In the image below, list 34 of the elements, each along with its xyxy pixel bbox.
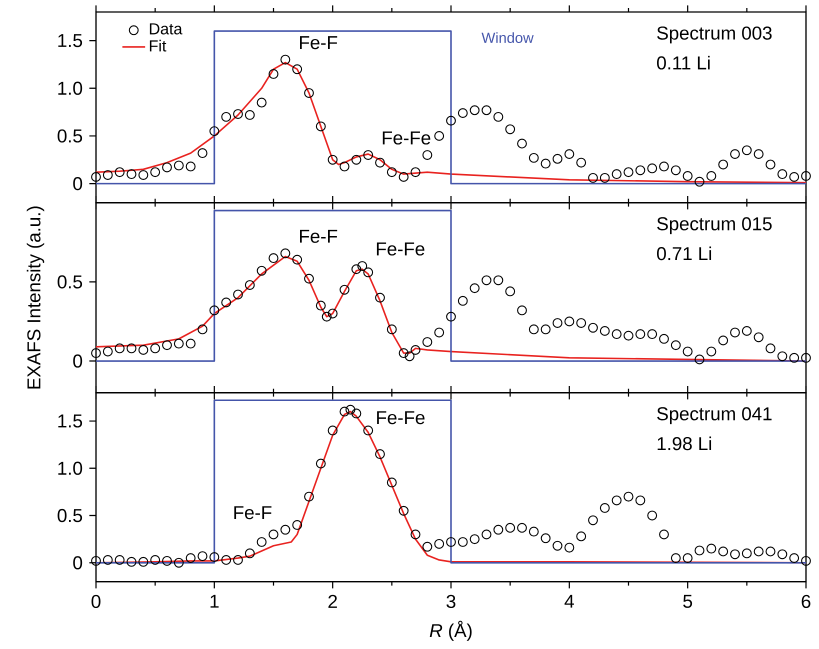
annotation: Spectrum 041 bbox=[657, 407, 772, 424]
x-tick-label: 2 bbox=[328, 594, 337, 608]
y-tick-label: 0 bbox=[73, 556, 82, 570]
x-tick-label: 3 bbox=[446, 594, 456, 608]
annotation: 1.98 Li bbox=[658, 436, 712, 450]
annotation: Spectrum 015 bbox=[657, 217, 772, 234]
y-tick-label: 0.5 bbox=[58, 508, 82, 522]
y-tick-label: 1.0 bbox=[58, 82, 82, 95]
y-tick-label: 1.5 bbox=[58, 414, 82, 428]
annotation: Fe-Fe bbox=[377, 411, 425, 424]
y-tick-label: 1.0 bbox=[58, 462, 82, 475]
y-tick-label: 1.5 bbox=[58, 34, 82, 48]
x-tick-label: 1 bbox=[210, 594, 219, 608]
annotation: Spectrum 003 bbox=[657, 26, 772, 44]
annotation: Fe-F bbox=[300, 36, 338, 50]
y-axis-title: EXAFS Intensity (a.u.) bbox=[26, 206, 44, 388]
legend-label: Fit bbox=[150, 40, 166, 52]
x-tick-label: 0 bbox=[92, 594, 100, 608]
y-tick-label: 0 bbox=[73, 354, 82, 368]
annotation: Fe-Fe bbox=[376, 242, 424, 256]
x-tick-label: 5 bbox=[683, 594, 692, 608]
annotation: 0.11 Li bbox=[657, 56, 710, 70]
annotation: Fe-Fe bbox=[382, 132, 430, 145]
x-tick-label: 4 bbox=[564, 594, 574, 608]
y-tick-label: 0.5 bbox=[58, 129, 82, 143]
x-axis-title: R (Å) bbox=[430, 620, 472, 641]
y-tick-label: 0.5 bbox=[58, 275, 82, 288]
annotation: 0.71 Li bbox=[657, 246, 712, 260]
legend-label: Data bbox=[150, 23, 182, 34]
annotation: Fe-F bbox=[234, 506, 272, 520]
text: Window bbox=[482, 32, 534, 43]
y-tick-label: 0 bbox=[73, 176, 82, 190]
x-tick-label: 6 bbox=[802, 594, 810, 608]
annotation: Fe-F bbox=[300, 230, 338, 243]
